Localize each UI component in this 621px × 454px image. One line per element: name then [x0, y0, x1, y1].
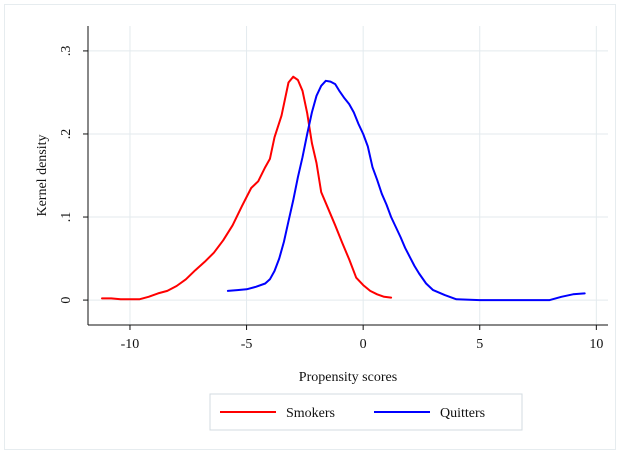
- x-tick-label: -5: [241, 337, 253, 352]
- series-line-smokers: [101, 75, 393, 301]
- legend-label-quitters: Quitters: [440, 406, 485, 421]
- chart-frame: [4, 4, 616, 450]
- grid-lines: [88, 26, 608, 325]
- legend-label-smokers: Smokers: [286, 406, 335, 421]
- y-tick-label: 0: [59, 297, 74, 304]
- x-tick-label: 10: [589, 337, 603, 352]
- series-line-quitters: [226, 79, 586, 302]
- tick-labels: -10 -5 0 5 10 0 .1 .2 .3: [59, 46, 603, 352]
- series-lines: [101, 75, 586, 302]
- y-tick-label: .1: [59, 212, 74, 223]
- x-axis-label: Propensity scores: [299, 370, 397, 385]
- x-tick-label: 0: [360, 337, 367, 352]
- y-axis-label: Kernel density: [35, 134, 50, 216]
- y-tick-label: .3: [59, 46, 74, 57]
- y-tick-label: .2: [59, 129, 74, 140]
- x-tick-label: -10: [121, 337, 140, 352]
- axes: [83, 26, 608, 330]
- x-tick-label: 5: [476, 337, 483, 352]
- legend: Smokers Quitters: [209, 393, 523, 431]
